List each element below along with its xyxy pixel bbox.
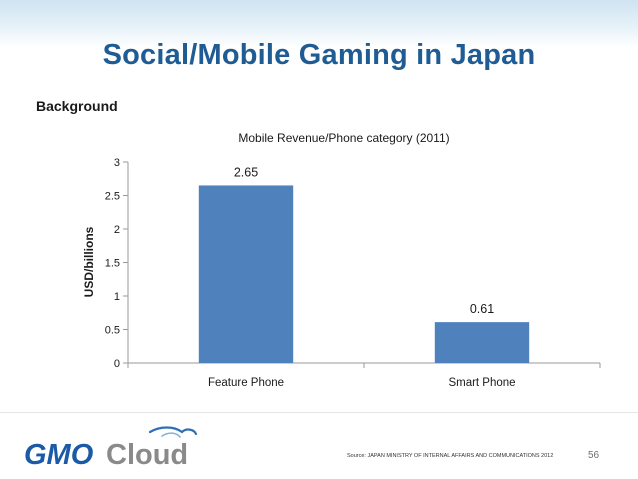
y-tick-label: 2 (114, 224, 120, 236)
y-tick-label: 3 (114, 157, 120, 169)
footer-divider (0, 412, 638, 413)
y-tick-label: 2.5 (105, 191, 120, 203)
bar-chart: Mobile Revenue/Phone category (2011) USD… (82, 131, 601, 389)
page-number: 56 (588, 450, 600, 461)
bar-smart-phone (434, 322, 530, 363)
svg-text:Cloud: Cloud (106, 439, 188, 470)
category-label: Feature Phone (208, 377, 284, 389)
category-label: Smart Phone (448, 377, 515, 389)
y-axis-title: USD/billions (82, 226, 96, 297)
svg-text:GMO: GMO (24, 439, 94, 470)
gmo-cloud-logo: GMO Cloud (24, 426, 198, 470)
bar-feature-phone (198, 185, 294, 363)
y-tick-label: 0 (114, 358, 120, 370)
data-label: 0.61 (470, 302, 494, 316)
section-subheading: Background (36, 98, 118, 114)
data-label: 2.65 (234, 165, 258, 179)
slide-title: Social/Mobile Gaming in Japan (102, 39, 536, 71)
chart-title: Mobile Revenue/Phone category (2011) (238, 131, 449, 145)
y-tick-label: 0.5 (105, 325, 120, 337)
y-tick-label: 1 (114, 291, 120, 303)
header-band (0, 0, 638, 48)
source-note: Source: JAPAN MINISTRY OF INTERNAL AFFAI… (347, 453, 554, 459)
y-tick-label: 1.5 (105, 258, 120, 270)
